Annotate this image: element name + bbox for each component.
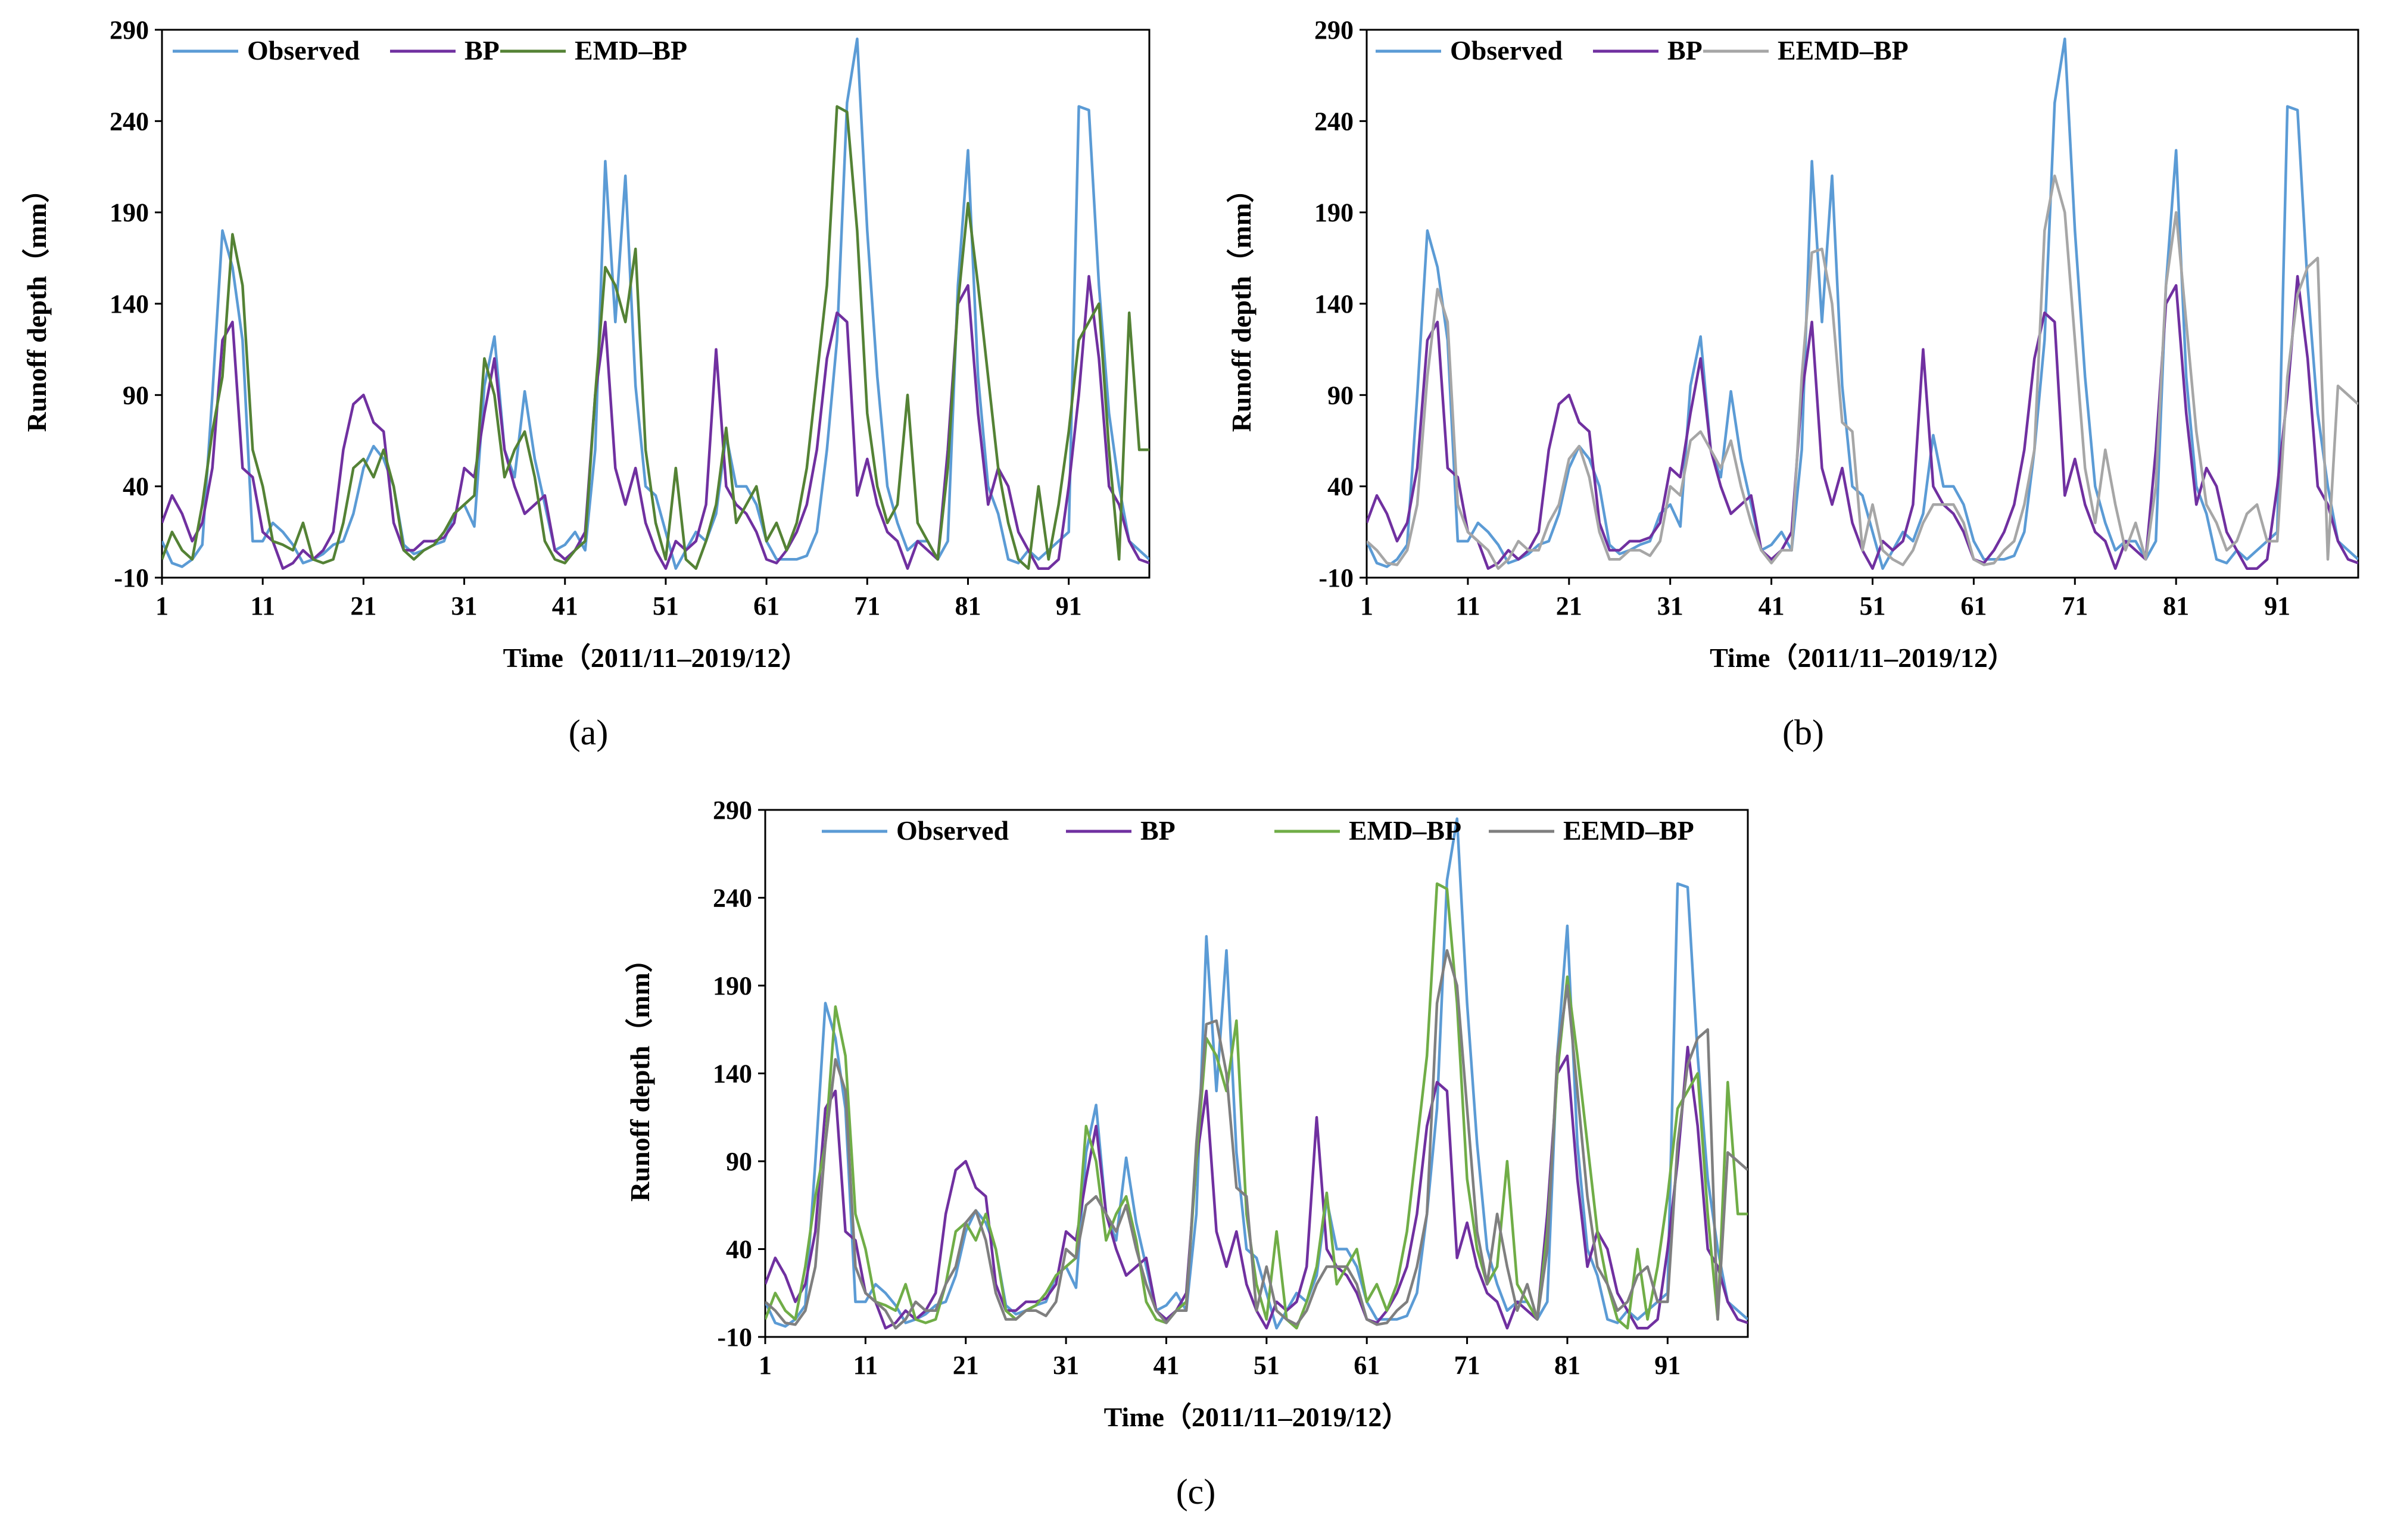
y-tick-label: -10: [1318, 563, 1354, 593]
x-tick-label: 51: [1859, 591, 1885, 621]
x-tick-label: 1: [155, 591, 169, 621]
legend-label-observed: Observed: [896, 815, 1009, 846]
x-tick-label: 41: [1153, 1351, 1179, 1380]
x-tick-label: 11: [853, 1351, 878, 1380]
x-axis-label: Time（2011/11–2019/12）: [1104, 1402, 1410, 1432]
series-line-eemd: [765, 949, 1748, 1330]
legend-label-emd: EMD–BP: [575, 35, 687, 66]
x-tick-label: 61: [1354, 1351, 1380, 1380]
legend-label-bp: BP: [1140, 815, 1176, 846]
series-line-emd: [765, 882, 1748, 1330]
x-tick-label: 91: [1654, 1351, 1681, 1380]
x-tick-label: 11: [250, 591, 275, 621]
panel-label-a: (a): [569, 713, 609, 752]
x-tick-label: 71: [1454, 1351, 1480, 1380]
panel-label-c: (c): [1176, 1472, 1216, 1511]
x-tick-label: 31: [1053, 1351, 1079, 1380]
y-tick-label: 90: [1327, 381, 1354, 410]
legend-label-eemd: EEMD–BP: [1563, 815, 1694, 846]
y-tick-label: 140: [1314, 289, 1354, 319]
series-line-emd: [162, 105, 1149, 570]
series-line-eemd: [1367, 174, 2358, 570]
x-tick-label: 1: [759, 1351, 772, 1380]
legend-label-observed: Observed: [247, 35, 360, 66]
y-tick-label: 40: [726, 1235, 752, 1264]
y-tick-label: 240: [713, 884, 752, 913]
x-tick-label: 91: [1056, 591, 1082, 621]
legend-label-bp: BP: [464, 35, 500, 66]
x-tick-label: 1: [1360, 591, 1373, 621]
x-tick-label: 31: [1657, 591, 1683, 621]
y-axis-label: Runoff depth（mm）: [1226, 176, 1257, 432]
x-tick-label: 21: [1556, 591, 1582, 621]
panel-label-b: (b): [1782, 713, 1824, 752]
x-tick-label: 21: [953, 1351, 979, 1380]
x-tick-label: 61: [753, 591, 780, 621]
x-tick-label: 91: [2264, 591, 2290, 621]
x-tick-label: 31: [451, 591, 478, 621]
y-tick-label: 140: [713, 1059, 752, 1089]
x-tick-label: 71: [2062, 591, 2088, 621]
y-tick-label: 140: [110, 289, 149, 319]
y-tick-label: 90: [726, 1147, 752, 1176]
x-tick-label: 11: [1455, 591, 1480, 621]
x-axis-label: Time（2011/11–2019/12）: [1710, 643, 2015, 673]
x-tick-label: 71: [854, 591, 880, 621]
x-tick-label: 81: [955, 591, 981, 621]
y-tick-label: -10: [717, 1323, 752, 1352]
y-tick-label: 240: [1314, 107, 1354, 136]
y-tick-label: -10: [114, 563, 149, 593]
x-tick-label: 41: [1759, 591, 1785, 621]
x-tick-label: 41: [552, 591, 578, 621]
y-axis-label: Runoff depth（mm）: [21, 176, 52, 432]
series-line-observed: [1367, 38, 2358, 570]
legend-label-observed: Observed: [1450, 35, 1563, 66]
x-tick-label: 81: [1554, 1351, 1580, 1380]
x-tick-label: 21: [350, 591, 376, 621]
legend-label-emd: EMD–BP: [1349, 815, 1461, 846]
x-tick-label: 51: [1254, 1351, 1280, 1380]
legend-label-eemd: EEMD–BP: [1778, 35, 1909, 66]
y-tick-label: 290: [713, 796, 752, 825]
x-tick-label: 51: [653, 591, 679, 621]
legend-label-bp: BP: [1667, 35, 1703, 66]
y-tick-label: 240: [110, 107, 149, 136]
y-tick-label: 290: [110, 15, 149, 45]
y-tick-label: 40: [123, 472, 149, 501]
x-tick-label: 81: [2163, 591, 2189, 621]
x-axis-label: Time（2011/11–2019/12）: [503, 643, 809, 673]
y-tick-label: 90: [123, 381, 149, 410]
y-tick-label: 190: [1314, 198, 1354, 227]
y-tick-label: 40: [1327, 472, 1354, 501]
series-line-bp: [162, 275, 1149, 570]
x-tick-label: 61: [1960, 591, 1987, 621]
y-tick-label: 190: [110, 198, 149, 227]
y-axis-label: Runoff depth（mm）: [625, 945, 655, 1202]
y-tick-label: 190: [713, 971, 752, 1000]
y-tick-label: 290: [1314, 15, 1354, 45]
series-line-observed: [162, 38, 1149, 570]
